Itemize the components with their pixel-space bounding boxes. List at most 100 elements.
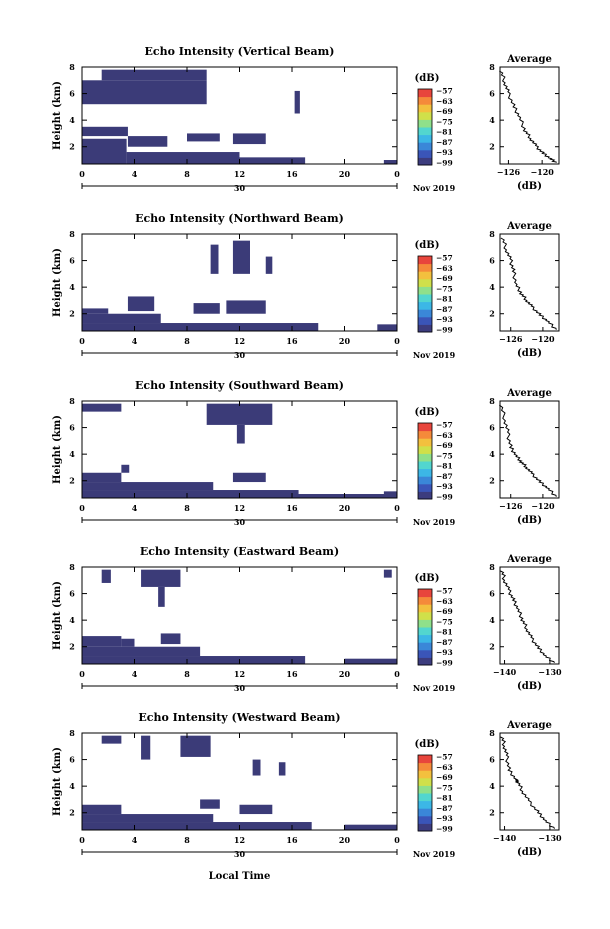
colorbar-segment	[418, 777, 432, 786]
avg-y-tick-label: 8	[489, 562, 495, 572]
day-label: 30	[234, 683, 246, 693]
x-tick-label: 0	[79, 669, 85, 679]
colorbar-segment	[418, 142, 432, 151]
y-tick-label: 4	[69, 615, 75, 625]
echo-region	[236, 424, 245, 444]
echo-region	[383, 491, 397, 498]
colorbar-segment	[418, 476, 432, 485]
avg-y-tick-label: 6	[489, 589, 495, 599]
average-profile-line	[500, 237, 557, 330]
colorbar-segment	[418, 96, 432, 105]
y-tick-label: 8	[69, 62, 75, 72]
y-tick-label: 4	[69, 282, 75, 292]
echo-region	[239, 804, 273, 815]
avg-x-tick-label: −120	[531, 334, 555, 344]
colorbar-segment	[418, 286, 432, 295]
date-label: Nov 2019	[413, 517, 456, 527]
colorbar-tick-label: −63	[436, 264, 453, 273]
colorbar-tick-label: −93	[436, 648, 453, 657]
colorbar-unit: (dB)	[415, 240, 440, 251]
colorbar-segment	[418, 596, 432, 605]
colorbar-tick-label: −75	[436, 617, 453, 626]
colorbar-tick-label: −99	[436, 659, 453, 668]
avg-y-tick-label: 8	[489, 396, 495, 406]
colorbar-tick-label: −93	[436, 814, 453, 823]
echo-region	[252, 759, 261, 776]
colorbar-tick-label: −87	[436, 804, 453, 813]
colorbar-segment	[418, 491, 432, 500]
day-label: 30	[234, 517, 246, 527]
echo-region	[82, 490, 299, 498]
colorbar-tick-label: −87	[436, 138, 453, 147]
x-tick-label: 16	[286, 503, 298, 513]
beam-panel	[81, 66, 560, 189]
colorbar-tick-label: −75	[436, 117, 453, 126]
day-label: 30	[234, 849, 246, 859]
echo-region	[82, 313, 161, 324]
y-tick-label: 2	[69, 142, 75, 152]
colorbar-segment	[418, 815, 432, 824]
y-axis-label: Height (km)	[52, 747, 63, 816]
echo-region	[180, 735, 211, 757]
colorbar-segment	[418, 755, 432, 764]
avg-x-tick-label: −120	[531, 501, 555, 511]
colorbar-segment	[418, 104, 432, 113]
avg-x-tick-label: −126	[497, 167, 521, 177]
x-tick-label: 8	[184, 169, 190, 179]
x-tick-label: 0	[394, 336, 400, 346]
echo-region	[383, 160, 397, 164]
y-tick-label: 6	[69, 89, 75, 99]
colorbar-segment	[418, 649, 432, 658]
colorbar-tick-label: −63	[436, 763, 453, 772]
avg-x-tick-label: −126	[499, 501, 523, 511]
colorbar-tick-label: −63	[436, 597, 453, 606]
y-axis-label: Height (km)	[52, 248, 63, 317]
colorbar-segment	[418, 134, 432, 143]
colorbar-tick-label: −93	[436, 315, 453, 324]
echo-region	[226, 300, 266, 314]
echo-region	[206, 403, 273, 425]
colorbar-segment	[418, 642, 432, 651]
echo-region	[82, 308, 109, 314]
echo-region	[101, 569, 111, 583]
colorbar-tick-label: −81	[436, 628, 453, 637]
panel-title: Echo Intensity (Northward Beam)	[135, 212, 344, 225]
average-title: Average	[506, 221, 552, 232]
x-tick-label: 4	[132, 169, 138, 179]
colorbar-segment	[418, 423, 432, 432]
y-tick-label: 4	[69, 781, 75, 791]
date-label: Nov 2019	[413, 183, 456, 193]
y-tick-label: 6	[69, 589, 75, 599]
x-tick-label: 8	[184, 503, 190, 513]
y-tick-label: 6	[69, 423, 75, 433]
average-title: Average	[506, 720, 552, 731]
echo-region	[82, 482, 214, 491]
echo-region	[232, 472, 266, 483]
y-tick-label: 6	[69, 256, 75, 266]
average-frame	[499, 732, 560, 831]
echo-region	[278, 762, 286, 776]
x-tick-label: 0	[394, 835, 400, 845]
colorbar-frame	[417, 754, 433, 832]
beam-panel	[81, 233, 560, 356]
colorbar-segment	[418, 127, 432, 136]
avg-x-tick-label: −130	[538, 667, 562, 677]
colorbar-segment	[418, 762, 432, 771]
avg-y-tick-label: 8	[489, 728, 495, 738]
avg-y-tick-label: 4	[489, 282, 495, 292]
y-axis-label: Height (km)	[52, 81, 63, 150]
y-tick-label: 8	[69, 396, 75, 406]
echo-region	[160, 633, 181, 645]
average-frame	[499, 66, 560, 165]
average-frame	[499, 233, 560, 332]
colorbar-segment	[418, 619, 432, 628]
echo-region	[82, 656, 306, 664]
echo-region	[344, 658, 397, 664]
x-tick-label: 12	[234, 336, 245, 346]
echo-region	[141, 569, 181, 587]
y-axis-label: Height (km)	[52, 415, 63, 484]
colorbar-segment	[418, 119, 432, 128]
x-tick-label: 8	[184, 669, 190, 679]
echo-region	[265, 256, 273, 274]
avg-x-tick-label: −126	[499, 334, 523, 344]
